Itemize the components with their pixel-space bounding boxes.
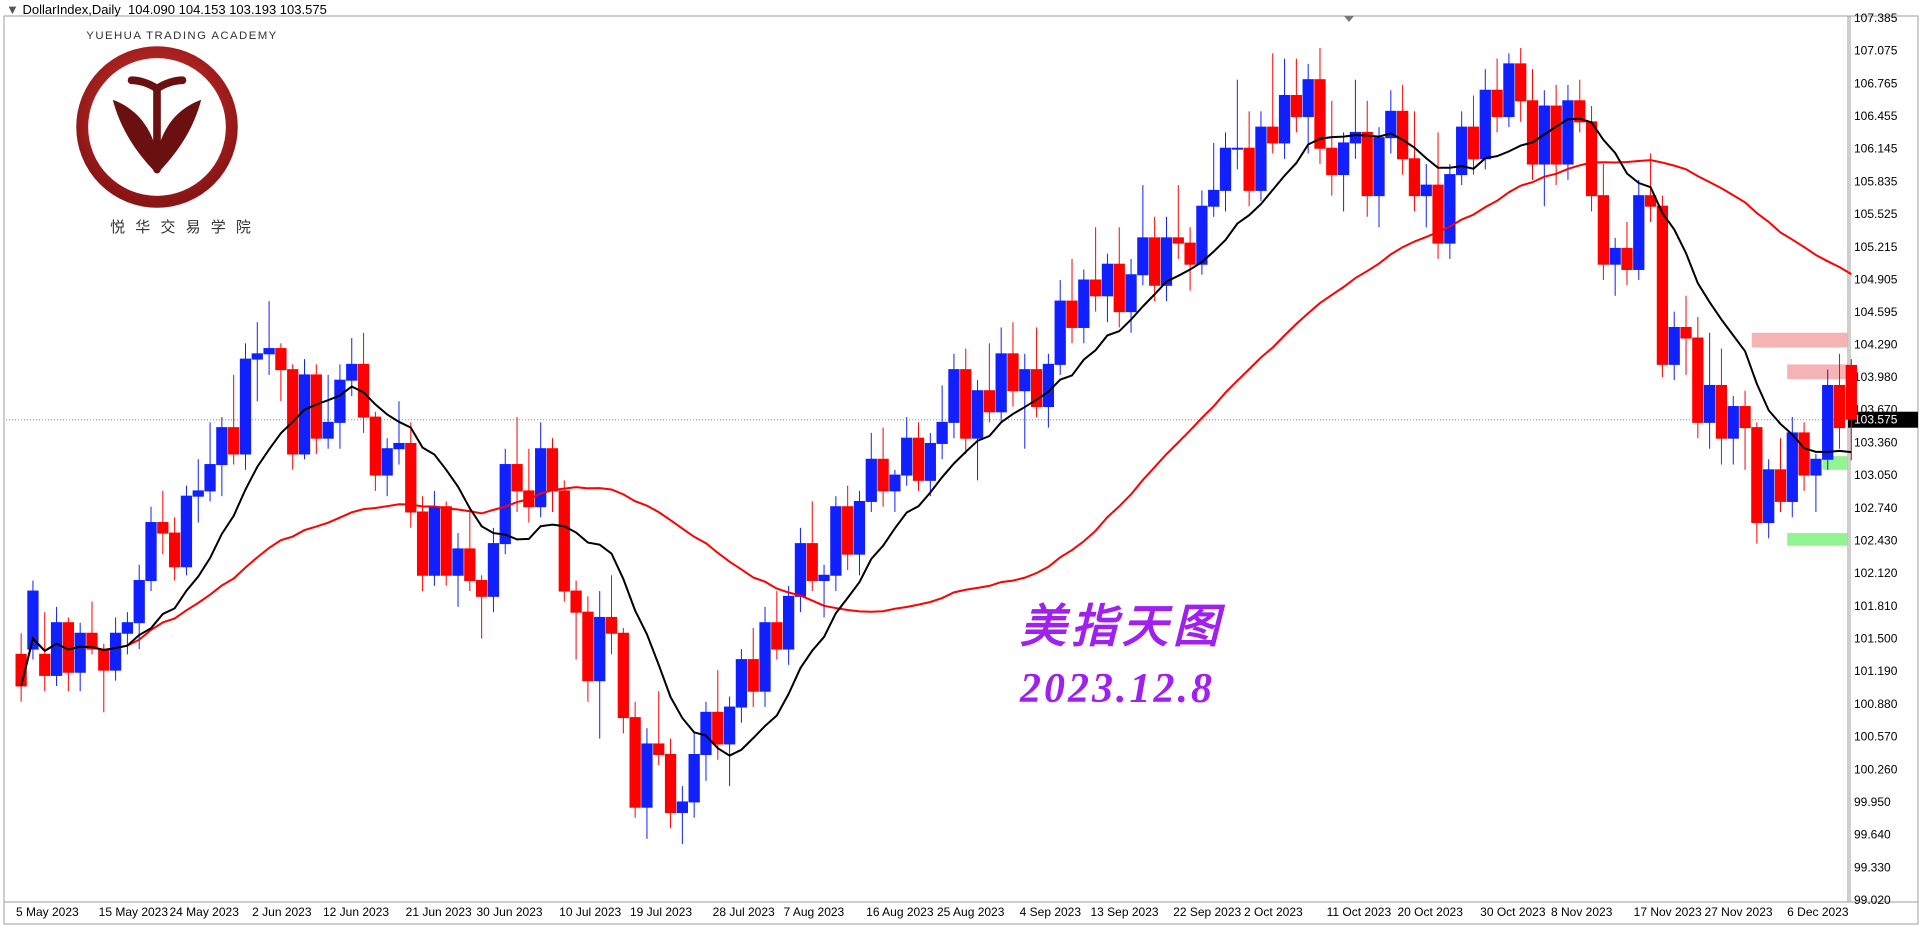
svg-text:102.120: 102.120 [1854,566,1898,580]
svg-text:105.525: 105.525 [1854,207,1898,221]
svg-text:12 Jun 2023: 12 Jun 2023 [323,905,389,919]
logo-bottom-text: 悦 华 交 易 学 院 [72,216,292,237]
svg-text:103.575: 103.575 [1854,413,1898,427]
annotation-title: 美指天图 [1020,590,1224,656]
svg-text:99.020: 99.020 [1854,893,1891,907]
svg-text:16 Aug 2023: 16 Aug 2023 [866,905,934,919]
svg-text:103.360: 103.360 [1854,435,1898,449]
svg-text:99.330: 99.330 [1854,860,1891,874]
svg-text:100.570: 100.570 [1854,730,1898,744]
svg-text:21 Jun 2023: 21 Jun 2023 [406,905,472,919]
svg-text:8 Nov 2023: 8 Nov 2023 [1551,905,1613,919]
svg-text:101.190: 101.190 [1854,664,1898,678]
svg-text:104.595: 104.595 [1854,305,1898,319]
svg-text:106.145: 106.145 [1854,142,1898,156]
svg-text:11 Oct 2023: 11 Oct 2023 [1327,905,1392,919]
svg-text:15 May 2023: 15 May 2023 [99,905,169,919]
svg-text:28 Jul 2023: 28 Jul 2023 [713,905,775,919]
svg-text:103.980: 103.980 [1854,370,1898,384]
chart-window: ▼ DollarIndex,Daily 104.090 104.153 103.… [0,0,1920,927]
svg-text:105.835: 105.835 [1854,174,1898,188]
svg-text:10 Jul 2023: 10 Jul 2023 [559,905,621,919]
svg-text:20 Oct 2023: 20 Oct 2023 [1398,905,1464,919]
svg-text:4 Sep 2023: 4 Sep 2023 [1020,905,1082,919]
svg-text:2 Jun 2023: 2 Jun 2023 [252,905,312,919]
svg-text:102.740: 102.740 [1854,501,1898,515]
svg-text:107.075: 107.075 [1854,44,1898,58]
annotation-date: 2023.12.8 [1020,665,1215,713]
svg-text:107.385: 107.385 [1854,11,1898,25]
svg-text:99.640: 99.640 [1854,828,1891,842]
svg-text:103.050: 103.050 [1854,468,1898,482]
svg-text:6 Dec 2023: 6 Dec 2023 [1787,905,1849,919]
svg-text:7 Aug 2023: 7 Aug 2023 [784,905,845,919]
svg-text:24 May 2023: 24 May 2023 [170,905,240,919]
svg-text:104.290: 104.290 [1854,337,1898,351]
svg-text:17 Nov 2023: 17 Nov 2023 [1634,905,1702,919]
svg-text:22 Sep 2023: 22 Sep 2023 [1173,905,1241,919]
svg-text:100.880: 100.880 [1854,697,1898,711]
svg-text:101.810: 101.810 [1854,599,1898,613]
symbol-label: DollarIndex,Daily [23,2,121,17]
svg-text:99.950: 99.950 [1854,795,1891,809]
svg-text:102.430: 102.430 [1854,533,1898,547]
ohlc-label: 104.090 104.153 103.193 103.575 [128,2,327,17]
logo-top-text: YUEHUA TRADING ACADEMY [78,28,287,41]
svg-text:27 Nov 2023: 27 Nov 2023 [1705,905,1773,919]
logo-icon [72,42,242,212]
svg-text:106.455: 106.455 [1854,109,1898,123]
watermark-logo: YUEHUA TRADING ACADEMY 悦 华 交 易 学 院 [72,28,292,237]
svg-text:100.260: 100.260 [1854,762,1898,776]
svg-text:2 Oct 2023: 2 Oct 2023 [1244,905,1303,919]
svg-text:106.765: 106.765 [1854,76,1898,90]
svg-text:19 Jul 2023: 19 Jul 2023 [630,905,692,919]
svg-text:101.500: 101.500 [1854,632,1898,646]
chart-header: ▼ DollarIndex,Daily 104.090 104.153 103.… [6,2,327,17]
svg-text:105.215: 105.215 [1854,240,1898,254]
svg-text:104.905: 104.905 [1854,272,1898,286]
svg-text:25 Aug 2023: 25 Aug 2023 [937,905,1005,919]
svg-text:30 Oct 2023: 30 Oct 2023 [1480,905,1546,919]
svg-text:5 May 2023: 5 May 2023 [16,905,79,919]
svg-text:13 Sep 2023: 13 Sep 2023 [1091,905,1159,919]
svg-text:30 Jun 2023: 30 Jun 2023 [477,905,543,919]
